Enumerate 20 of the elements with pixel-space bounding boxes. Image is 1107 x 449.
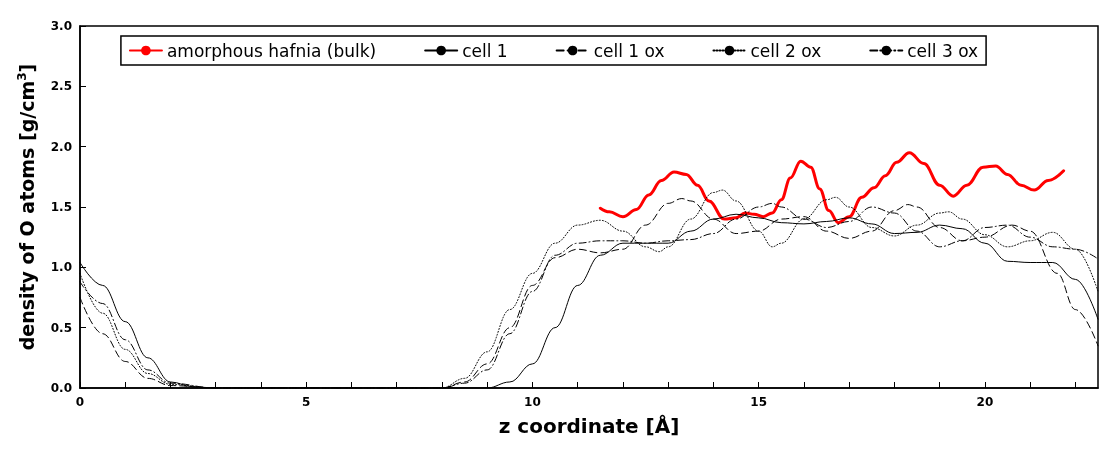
x-axis-title: z coordinate [Å] [498, 414, 680, 438]
y-tick-label: 1.5 [50, 200, 72, 214]
y-tick-label: 3.0 [50, 19, 72, 33]
line-series [598, 151, 1066, 225]
y-tick-label: 2.5 [50, 79, 72, 94]
x-tick-label: 0 [75, 395, 85, 409]
legend-label: amorphous hafnia (bulk) [166, 40, 377, 61]
x-tick-label: 10 [524, 395, 541, 409]
x-tick-label: 5 [302, 395, 311, 409]
y-tick-label: 0.0 [50, 381, 72, 395]
legend-label: cell 1 ox [593, 40, 665, 61]
y-axis-title: density of O atoms [g/cm3] [15, 63, 38, 351]
x-tick-label: 15 [750, 395, 768, 409]
legend-label: cell 3 ox [907, 40, 979, 61]
x-tick-label: 20 [976, 395, 994, 409]
y-tick-label: 1.0 [50, 260, 72, 275]
legend-label: cell 1 [462, 40, 508, 61]
y-tick-label: 0.5 [50, 320, 72, 335]
legend-label: cell 2 ox [750, 40, 822, 61]
y-tick-label: 2.0 [50, 139, 72, 154]
